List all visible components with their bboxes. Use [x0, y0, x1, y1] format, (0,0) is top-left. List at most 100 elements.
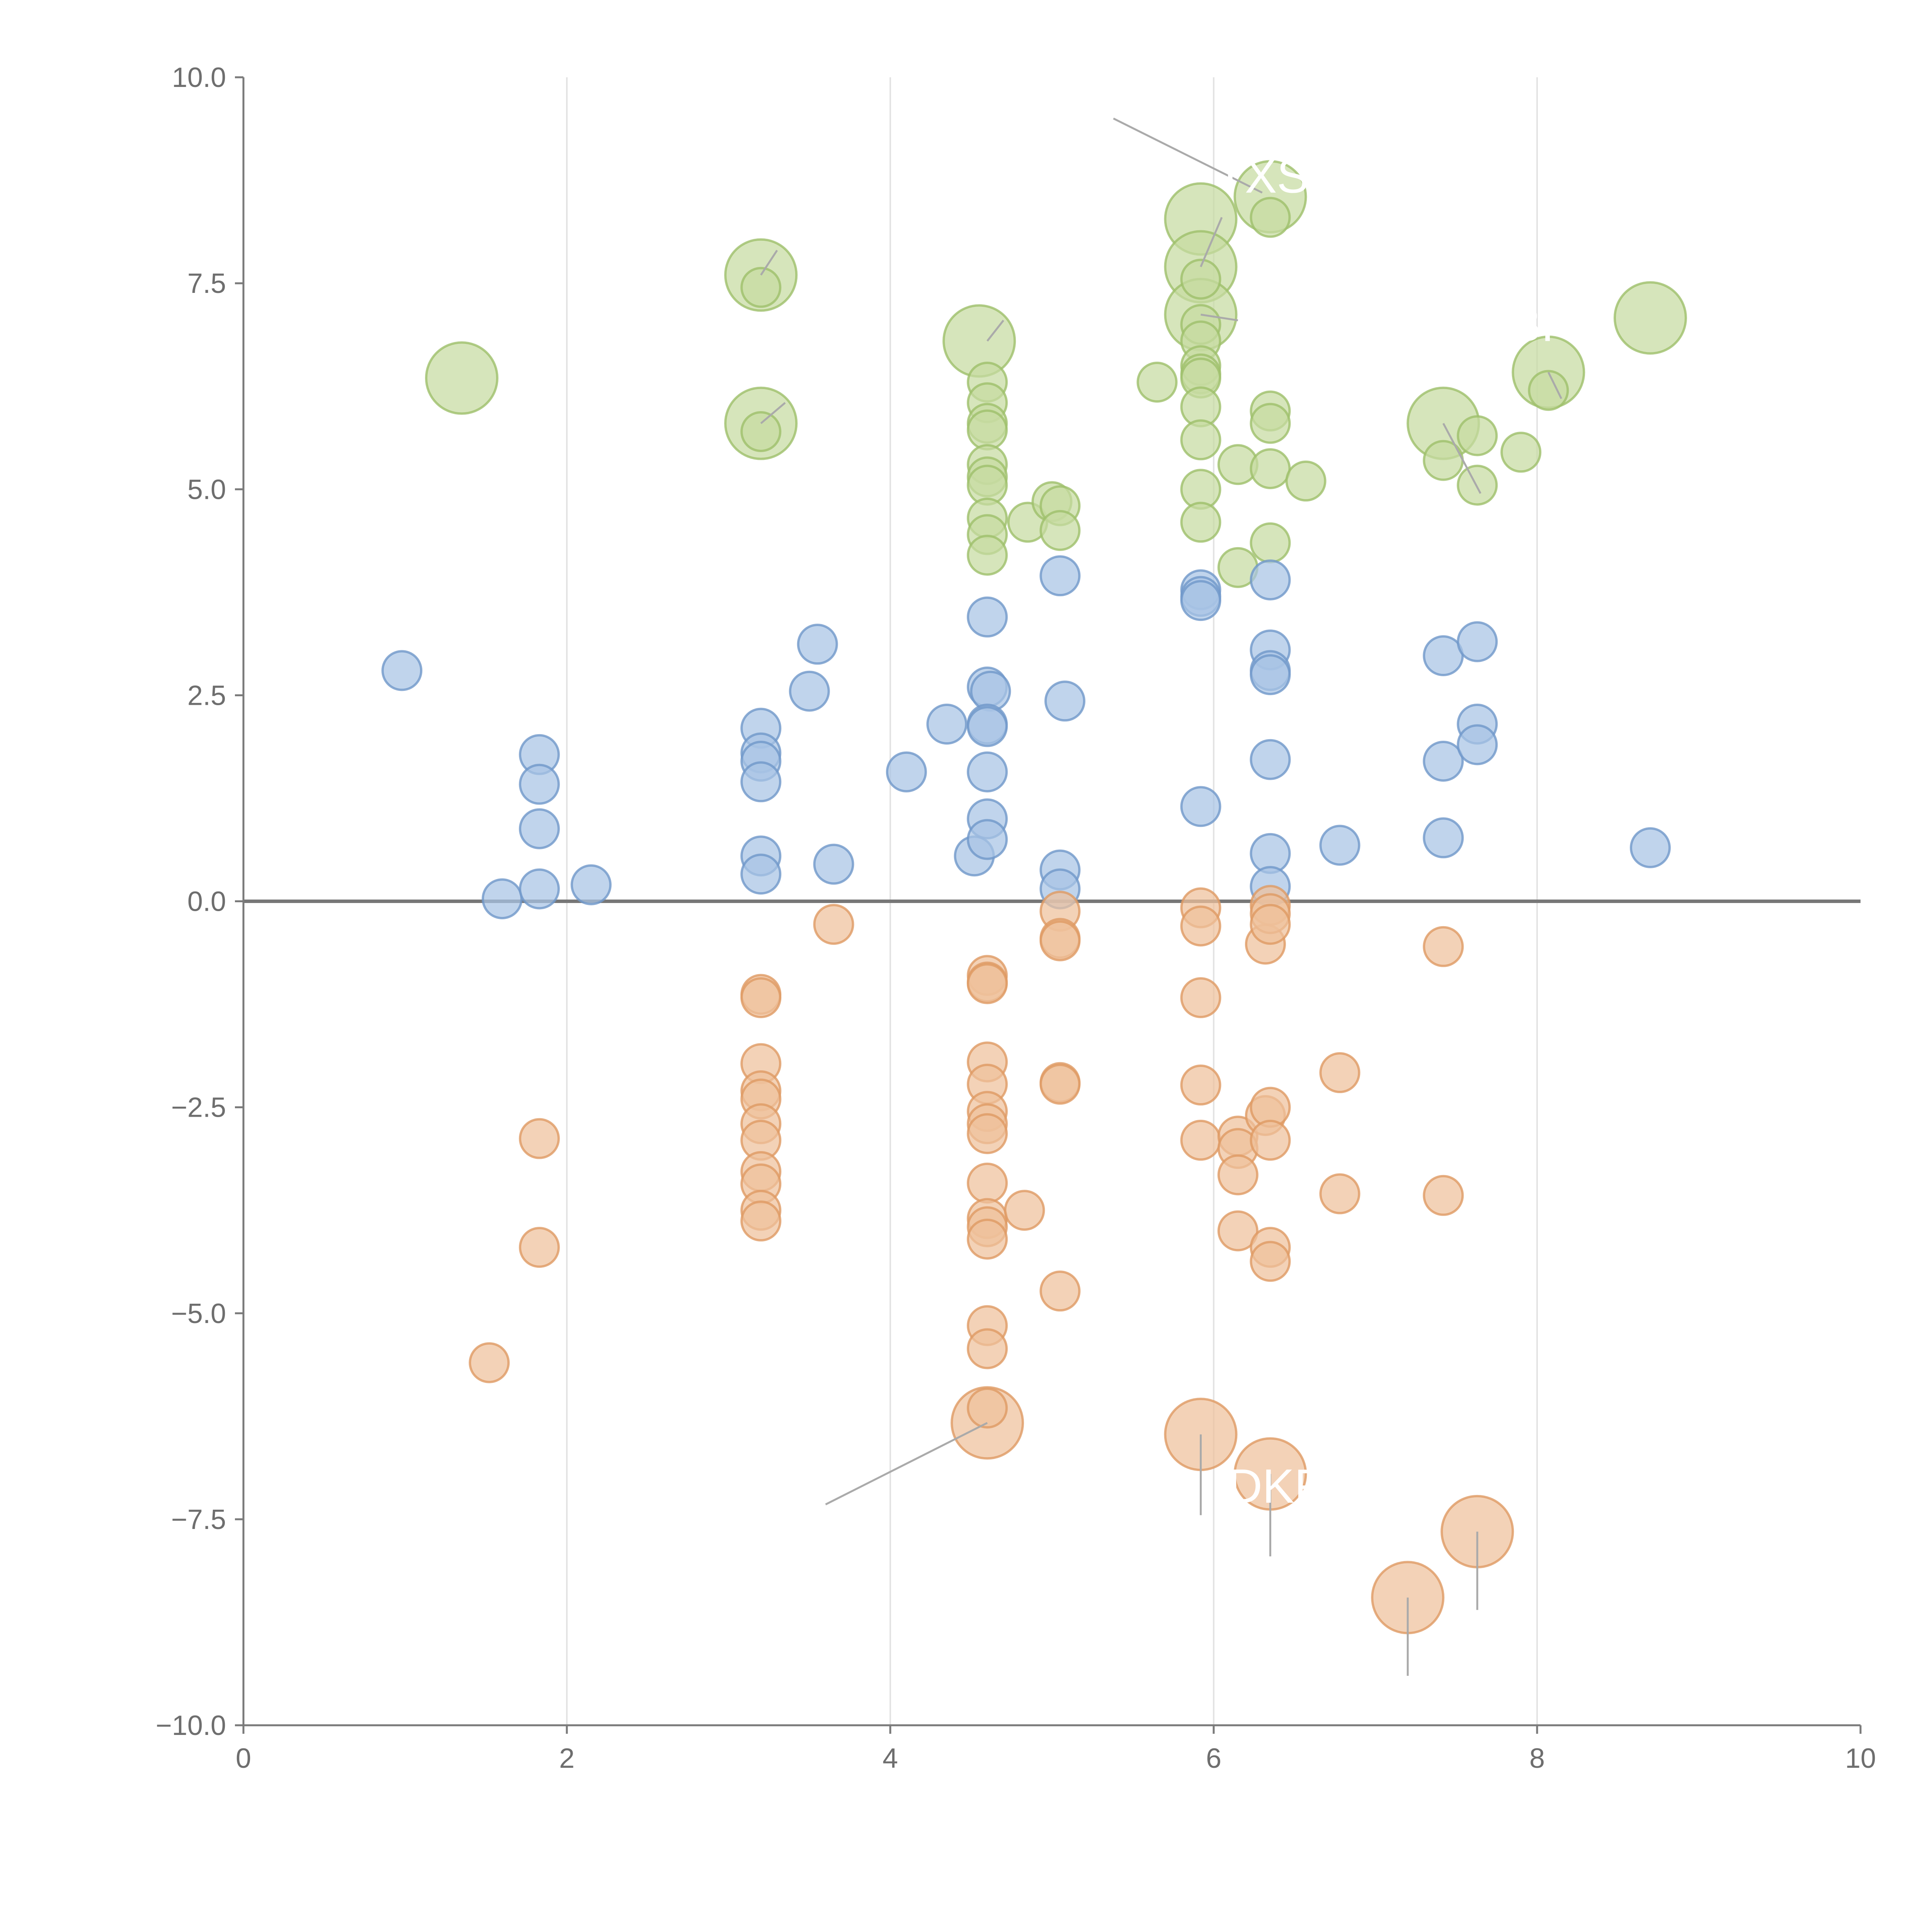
positive-bubble — [1423, 740, 1464, 782]
negative-bubble — [1180, 1065, 1221, 1106]
negative-bubble — [1039, 920, 1081, 961]
high-bubble — [1250, 197, 1291, 238]
negative-bubble — [740, 977, 782, 1019]
negative-bubble — [967, 1387, 1008, 1429]
positive-bubble — [1250, 559, 1291, 600]
y-tick-label: 10.0 — [172, 62, 226, 93]
high-bubble — [1136, 362, 1178, 403]
high-bubble — [1528, 370, 1569, 411]
x-tick-label: 0 — [236, 1743, 251, 1774]
high-bubble — [1180, 502, 1221, 543]
negative-bubble — [1250, 1241, 1291, 1282]
callout-label: TXS — [1216, 150, 1309, 203]
negative-bubble — [1180, 977, 1221, 1019]
negative-bubble — [519, 1118, 560, 1159]
leader-line — [1200, 217, 1223, 267]
y-tick-label: 5.0 — [187, 474, 226, 505]
positive-bubble — [740, 761, 782, 803]
high-bubble — [1500, 432, 1542, 473]
negative-bubble — [1217, 1210, 1259, 1252]
positive-bubble — [1180, 580, 1221, 621]
high-bubble — [1250, 522, 1291, 563]
positive-bubble — [381, 650, 423, 691]
positive-bubble — [813, 844, 854, 885]
negative-bubble — [967, 1218, 1008, 1260]
positive-bubble — [1044, 680, 1085, 722]
high-bubble — [967, 534, 1008, 576]
leader-line — [1442, 423, 1481, 494]
annotations: TXS BRO DKR — [1216, 150, 1613, 1514]
positive-bubble — [1319, 825, 1361, 866]
negative-bubble — [967, 963, 1008, 1004]
y-tick-label: 2.5 — [187, 680, 226, 711]
negative-bubble — [1423, 1175, 1464, 1216]
positive-bubble — [519, 808, 560, 849]
negative-bubble — [813, 904, 854, 945]
y-tick-label: 7.5 — [187, 268, 226, 299]
high-bubble — [740, 267, 782, 308]
leader-line — [986, 320, 1004, 342]
positive-bubble — [1180, 786, 1221, 827]
negative-bubble — [967, 1113, 1008, 1154]
positive-bubble — [519, 764, 560, 805]
high-bubble — [1180, 259, 1221, 300]
leader-line — [825, 1422, 988, 1505]
negative-bubble — [1180, 905, 1221, 947]
high-bubble — [1613, 281, 1687, 355]
negative-bubble — [1250, 1119, 1291, 1161]
negative-bubble — [469, 1342, 510, 1383]
y-tick-label: −7.5 — [171, 1504, 226, 1535]
x-tick-label: 4 — [883, 1743, 898, 1774]
positive-bubble — [740, 854, 782, 895]
positive-bubble — [1629, 827, 1671, 868]
negative-bubble — [967, 1328, 1008, 1369]
y-tick-label: 0.0 — [187, 886, 226, 917]
high-bubble — [967, 409, 1008, 451]
positive-bubble — [967, 819, 1008, 860]
axes: 0 2 4 6 8 10 10.0 7.5 5.0 2.5 0.0 −2.5 −5.0 −7.5 −10.0 — [156, 62, 1876, 1774]
positive-bubble — [1423, 817, 1464, 859]
positive-bubble — [967, 596, 1008, 638]
leader-line — [1201, 313, 1238, 321]
callout-label: BRO — [1509, 298, 1613, 351]
high-bubble — [425, 341, 498, 415]
x-tick-label: 10 — [1845, 1743, 1876, 1774]
leader-lines — [760, 117, 1563, 1676]
negative-bubble — [1217, 1154, 1259, 1196]
y-tick-label: −5.0 — [171, 1298, 226, 1329]
positive-bubble — [797, 624, 838, 665]
positive-bubble — [967, 706, 1008, 747]
negative-bubble — [1039, 1063, 1081, 1105]
negative-bubble — [967, 1162, 1008, 1204]
high-bubble — [1457, 464, 1498, 506]
high-bubble — [1457, 415, 1498, 456]
leader-line — [1548, 372, 1563, 399]
positive-bubble — [886, 751, 927, 793]
positive-bubble — [1457, 621, 1498, 662]
leader-line — [1113, 117, 1263, 194]
leader-line — [760, 402, 786, 424]
positive-bubble — [1250, 739, 1291, 780]
positive-bubble — [1250, 654, 1291, 696]
high-bubble — [740, 411, 782, 452]
positive-bubble — [1457, 724, 1498, 765]
negative-bubble — [519, 1227, 560, 1268]
positive-bubble — [1039, 555, 1081, 597]
negative-bubble — [1319, 1052, 1361, 1094]
negative-bubble — [1180, 1119, 1221, 1161]
high-bubble — [1285, 460, 1327, 502]
negative-bubble — [1004, 1190, 1045, 1231]
high-bubble — [1250, 403, 1291, 444]
negative-bubble — [1423, 926, 1464, 967]
positive-bubble — [926, 704, 968, 745]
negative-bubble — [1039, 1270, 1081, 1312]
negative-bubble — [1250, 904, 1291, 945]
x-tick-label: 2 — [559, 1743, 575, 1774]
positive-bubble — [967, 751, 1008, 793]
high-bubble — [1180, 419, 1221, 461]
leader-line — [760, 250, 778, 276]
negative-bubble — [1319, 1173, 1361, 1214]
y-tick-label: −2.5 — [171, 1092, 226, 1123]
callout-label: DKR — [1228, 1460, 1329, 1513]
